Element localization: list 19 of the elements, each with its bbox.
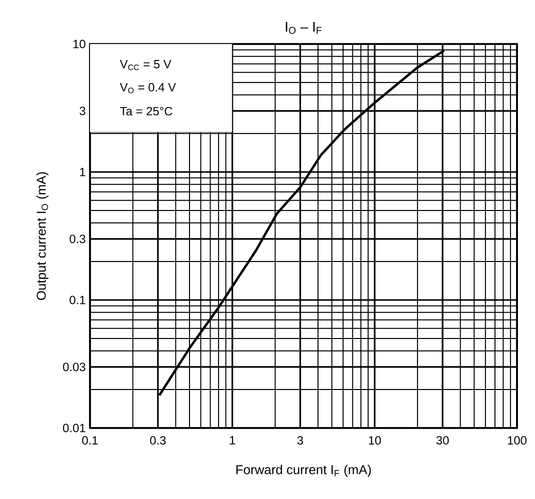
x-tick-label: 30 xyxy=(436,436,449,445)
y-tick-label: 0.1 xyxy=(70,296,86,304)
x-axis-title: Forward current I$_{F}$ (mA) xyxy=(236,464,371,477)
x-tick-label: 0.3 xyxy=(150,436,166,445)
y-tick-label: 10 xyxy=(73,40,86,48)
y-tick-label: 0.03 xyxy=(63,362,86,372)
annotation: Ta = 25°C xyxy=(120,106,172,116)
x-tick-label: 1 xyxy=(230,436,236,444)
y-axis-title: Output current I$_{O}$ (mA) xyxy=(36,172,48,300)
y-tick-label: 3 xyxy=(80,106,86,116)
x-tick-label: 10 xyxy=(368,436,381,445)
y-tick-label: 1 xyxy=(80,168,86,176)
x-tick-label: 3 xyxy=(297,436,304,445)
chart-title: I$_{O}$ – I$_{F}$ xyxy=(286,22,322,34)
x-tick-label: 100 xyxy=(508,436,527,445)
y-tick-label: 0.01 xyxy=(63,424,86,432)
annotation: V$_{CC}$ = 5 V xyxy=(120,60,172,70)
y-tick-label: 0.3 xyxy=(70,234,86,244)
annotation: V$_{O}$ = 0.4 V xyxy=(120,83,176,94)
